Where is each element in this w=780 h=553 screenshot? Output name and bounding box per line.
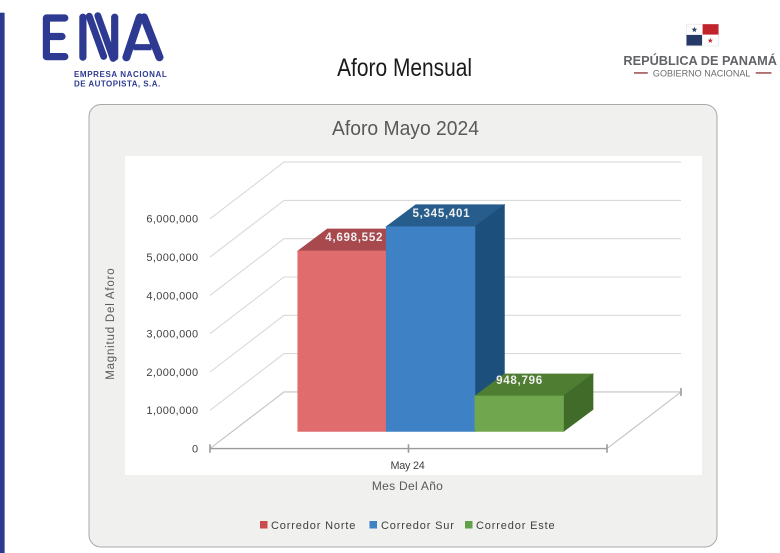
svg-text:Aforo Mensual: Aforo Mensual	[337, 54, 472, 82]
svg-text:Magnitud Del Aforo: Magnitud Del Aforo	[105, 268, 117, 380]
svg-text:3,000,000: 3,000,000	[146, 329, 198, 341]
svg-text:GOBIERNO NACIONAL: GOBIERNO NACIONAL	[653, 69, 751, 79]
svg-text:5,345,401: 5,345,401	[412, 207, 470, 220]
svg-text:May 24: May 24	[391, 460, 425, 472]
svg-text:4,000,000: 4,000,000	[146, 290, 198, 302]
svg-text:DE AUTOPISTA, S.A.: DE AUTOPISTA, S.A.	[74, 79, 161, 88]
svg-text:1,000,000: 1,000,000	[146, 405, 198, 417]
svg-text:6,000,000: 6,000,000	[146, 214, 198, 226]
svg-text:REPÚBLICA DE PANAMÁ: REPÚBLICA DE PANAMÁ	[623, 53, 777, 68]
svg-text:Mes Del Año: Mes Del Año	[372, 479, 443, 493]
svg-text:0: 0	[192, 444, 198, 456]
svg-text:Corredor Este: Corredor Este	[476, 520, 556, 532]
svg-text:Corredor Norte: Corredor Norte	[271, 520, 356, 532]
svg-text:5,000,000: 5,000,000	[146, 252, 198, 264]
svg-text:Corredor Sur: Corredor Sur	[381, 520, 455, 532]
svg-text:4,698,552: 4,698,552	[325, 231, 383, 244]
svg-text:Aforo Mayo 2024: Aforo Mayo 2024	[332, 117, 479, 140]
svg-text:2,000,000: 2,000,000	[146, 367, 198, 379]
svg-text:948,796: 948,796	[496, 374, 543, 387]
svg-text:EMPRESA NACIONAL: EMPRESA NACIONAL	[74, 70, 167, 79]
